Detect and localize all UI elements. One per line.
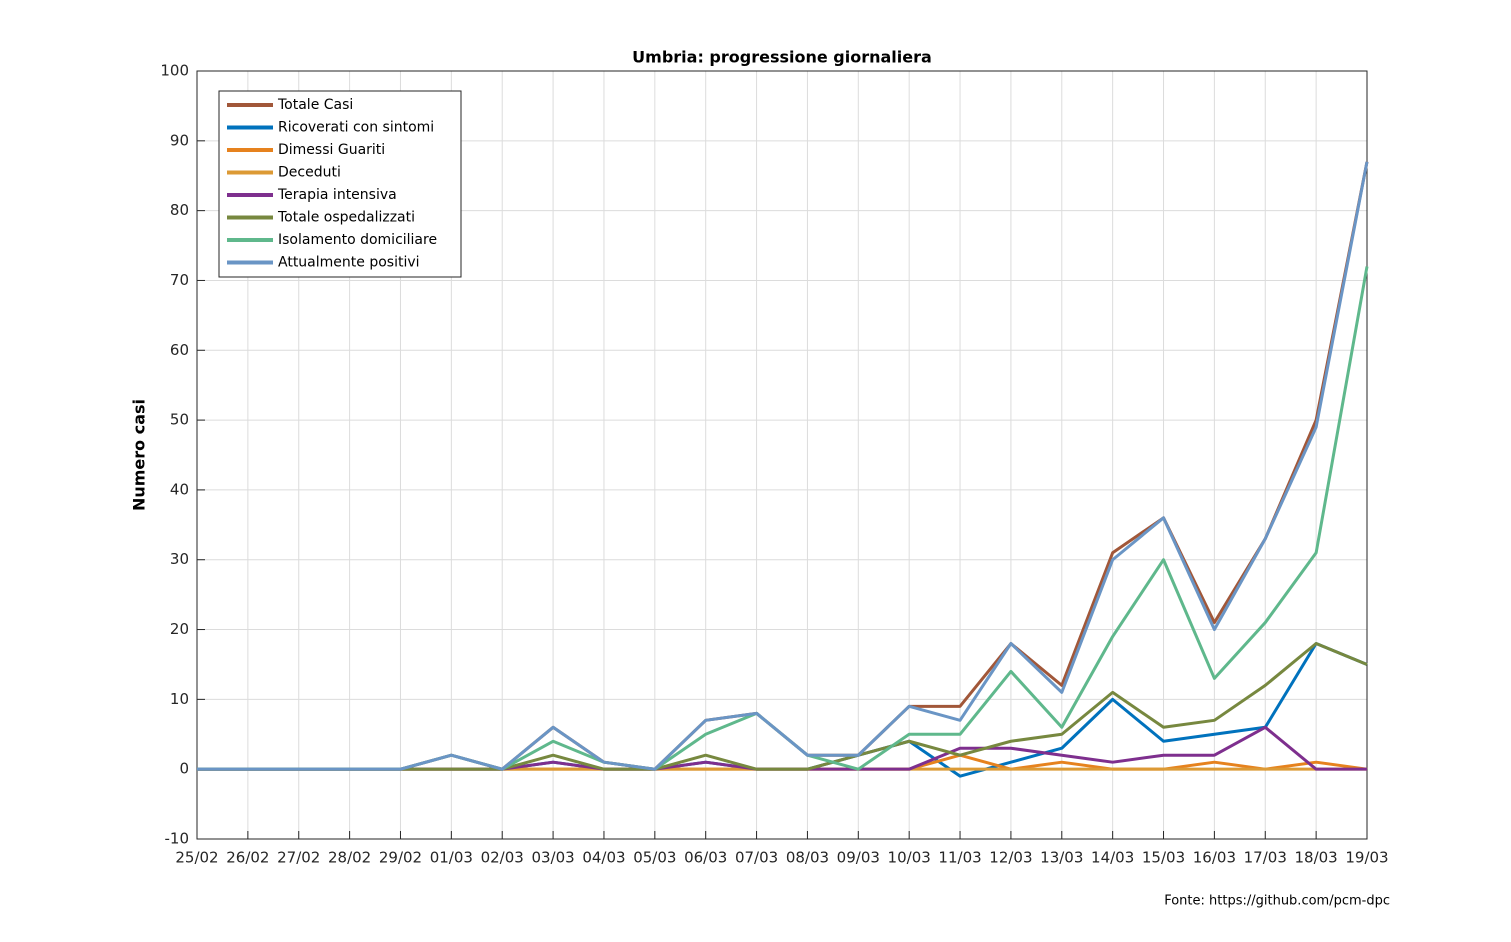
x-tick-label: 04/03 <box>582 849 625 867</box>
y-tick-label: 0 <box>179 760 189 778</box>
legend-label: Ricoverati con sintomi <box>278 120 434 136</box>
legend: Totale Casi Ricoverati con sintomi Dimessi… <box>218 90 462 278</box>
legend-label: Totale ospedalizzati <box>277 210 415 226</box>
legend-label: Dimessi Guariti <box>278 142 385 158</box>
x-tick-label: 14/03 <box>1091 849 1134 867</box>
y-tick-label: 70 <box>170 271 189 289</box>
y-tick-label: 10 <box>170 690 189 708</box>
y-tick-label: 90 <box>170 131 189 149</box>
x-tick-label: 09/03 <box>837 849 880 867</box>
axes-box <box>196 70 1368 840</box>
y-axis-label: Numero casi <box>130 399 149 511</box>
x-tick-label: 26/02 <box>226 849 269 867</box>
y-tick-label: 80 <box>170 201 189 219</box>
x-tick-label: 10/03 <box>888 849 931 867</box>
legend-label: Terapia intensiva <box>277 187 397 203</box>
x-tick-label: 17/03 <box>1244 849 1287 867</box>
x-tick-label: 05/03 <box>633 849 676 867</box>
x-tick-label: 03/03 <box>531 849 574 867</box>
x-tick-label: 15/03 <box>1142 849 1185 867</box>
x-tick-label: 07/03 <box>735 849 778 867</box>
y-tick-label: 50 <box>170 411 189 429</box>
legend-label: Attualmente positivi <box>278 255 420 271</box>
legend-box <box>218 90 462 278</box>
x-tick-label: 19/03 <box>1345 849 1388 867</box>
chart-title: Umbria: progressione giornaliera <box>632 48 932 67</box>
legend-label: Totale Casi <box>277 97 353 113</box>
y-tick-label: 30 <box>170 550 189 568</box>
x-tick-label: 06/03 <box>684 849 727 867</box>
x-tick-label: 27/02 <box>277 849 320 867</box>
x-tick-label: 16/03 <box>1193 849 1236 867</box>
y-tick-label: 40 <box>170 480 189 498</box>
x-tick-label: 13/03 <box>1040 849 1083 867</box>
y-tick-label: 100 <box>160 62 189 80</box>
x-tick-label: 29/02 <box>379 849 422 867</box>
x-tick-label: 25/02 <box>175 849 218 867</box>
y-tick-label: 60 <box>170 341 189 359</box>
source-note: Fonte: https://github.com/pcm-dpc <box>1164 894 1390 909</box>
x-tick-label: 12/03 <box>989 849 1032 867</box>
x-tick-label: 11/03 <box>938 849 981 867</box>
x-tick-label: 02/03 <box>481 849 524 867</box>
legend-label: Isolamento domiciliare <box>278 232 437 248</box>
y-tick-label: 20 <box>170 620 189 638</box>
x-tick-label: 28/02 <box>328 849 371 867</box>
x-tick-label: 08/03 <box>786 849 829 867</box>
series-line <box>197 161 1369 771</box>
x-tick-label: 01/03 <box>430 849 473 867</box>
x-tick-label: 18/03 <box>1295 849 1338 867</box>
legend-label: Deceduti <box>278 165 341 181</box>
y-tick-label: -10 <box>165 830 190 848</box>
